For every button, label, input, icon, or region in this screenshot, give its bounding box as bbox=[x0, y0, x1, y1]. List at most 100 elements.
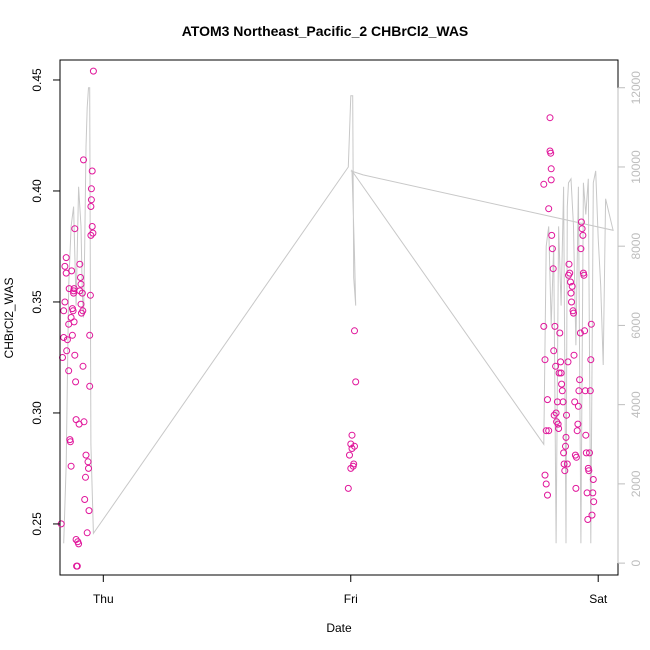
altitude-line-layer bbox=[63, 87, 614, 544]
data-point bbox=[87, 203, 95, 210]
data-point bbox=[83, 529, 91, 537]
data-point bbox=[572, 453, 580, 461]
data-point bbox=[87, 196, 95, 204]
data-point bbox=[63, 347, 71, 355]
data-point bbox=[73, 562, 81, 570]
data-point bbox=[547, 176, 555, 184]
data-point bbox=[347, 440, 355, 448]
data-point bbox=[551, 322, 559, 330]
data-point bbox=[86, 291, 94, 299]
data-point bbox=[67, 314, 75, 321]
data-point bbox=[564, 358, 572, 366]
data-point bbox=[70, 285, 78, 293]
right-tick-label: 4000 bbox=[629, 391, 643, 418]
data-point bbox=[572, 484, 580, 492]
data-point bbox=[558, 387, 566, 395]
data-point bbox=[568, 298, 575, 306]
right-tick-label: 8000 bbox=[629, 233, 643, 260]
data-point bbox=[87, 185, 95, 193]
data-point bbox=[88, 167, 96, 175]
data-point bbox=[66, 438, 74, 446]
data-point bbox=[350, 460, 358, 468]
data-point bbox=[552, 409, 560, 417]
left-y-axis: 0.25 0.30 0.35 0.40 0.45 bbox=[30, 68, 61, 536]
data-point bbox=[578, 225, 586, 233]
data-point bbox=[574, 420, 582, 428]
right-tick-label: 12000 bbox=[629, 71, 643, 105]
data-point bbox=[85, 507, 93, 515]
left-tick-label: 0.35 bbox=[30, 290, 44, 314]
data-point bbox=[544, 396, 551, 404]
data-point bbox=[541, 471, 549, 479]
data-point bbox=[346, 451, 353, 459]
data-point bbox=[344, 484, 352, 492]
data-point bbox=[540, 180, 548, 188]
data-point bbox=[82, 473, 89, 481]
data-point bbox=[63, 336, 71, 344]
data-point bbox=[548, 245, 556, 253]
data-point bbox=[583, 489, 591, 497]
data-point bbox=[582, 431, 590, 439]
data-point bbox=[556, 329, 564, 337]
data-point bbox=[550, 347, 558, 355]
data-point bbox=[69, 307, 77, 315]
x-tick-label: Fri bbox=[344, 592, 358, 606]
data-point bbox=[61, 262, 69, 270]
data-point bbox=[75, 540, 83, 548]
points-layer bbox=[57, 67, 598, 570]
right-y-axis: 0 2000 4000 6000 8000 10000 12000 bbox=[617, 71, 643, 566]
data-point bbox=[77, 280, 85, 288]
data-point bbox=[80, 418, 88, 426]
data-point bbox=[351, 327, 358, 335]
data-point bbox=[71, 225, 79, 233]
altitude-line bbox=[63, 87, 614, 544]
data-point bbox=[555, 425, 563, 432]
data-point bbox=[577, 245, 585, 253]
data-point bbox=[562, 433, 570, 441]
data-point bbox=[548, 231, 556, 239]
data-point bbox=[561, 467, 569, 475]
data-point bbox=[77, 274, 84, 281]
data-point bbox=[582, 449, 590, 457]
data-point bbox=[570, 309, 577, 317]
data-point bbox=[77, 300, 85, 308]
data-point bbox=[72, 378, 80, 386]
right-tick-label: 10000 bbox=[629, 150, 643, 184]
data-point bbox=[71, 351, 79, 359]
data-point bbox=[577, 218, 585, 226]
data-point bbox=[581, 387, 589, 395]
data-point bbox=[576, 329, 584, 337]
data-point bbox=[67, 462, 75, 470]
data-point bbox=[565, 260, 573, 268]
data-point bbox=[89, 67, 97, 75]
data-point bbox=[60, 307, 68, 315]
data-point bbox=[544, 491, 551, 499]
data-point bbox=[563, 460, 571, 468]
data-point bbox=[549, 265, 557, 273]
data-point bbox=[68, 331, 76, 339]
data-point bbox=[546, 114, 554, 122]
data-point bbox=[84, 458, 92, 466]
data-point bbox=[589, 489, 597, 497]
data-point bbox=[79, 307, 87, 315]
data-point bbox=[555, 369, 563, 377]
data-point bbox=[79, 362, 87, 370]
data-point bbox=[65, 367, 73, 375]
data-point bbox=[554, 420, 562, 428]
data-point bbox=[76, 260, 84, 268]
data-point bbox=[584, 516, 592, 523]
data-point bbox=[589, 476, 597, 483]
x-tick-label: Thu bbox=[93, 592, 114, 606]
data-point bbox=[573, 427, 581, 435]
data-point bbox=[587, 320, 595, 328]
data-point bbox=[60, 334, 68, 341]
data-point bbox=[558, 380, 566, 388]
data-point bbox=[87, 231, 95, 239]
data-point bbox=[545, 427, 553, 435]
x-tick-label: Sat bbox=[589, 592, 608, 606]
data-point bbox=[88, 223, 96, 230]
data-point bbox=[580, 271, 588, 279]
data-point bbox=[545, 205, 553, 213]
data-point bbox=[550, 411, 558, 419]
data-point bbox=[586, 387, 594, 395]
